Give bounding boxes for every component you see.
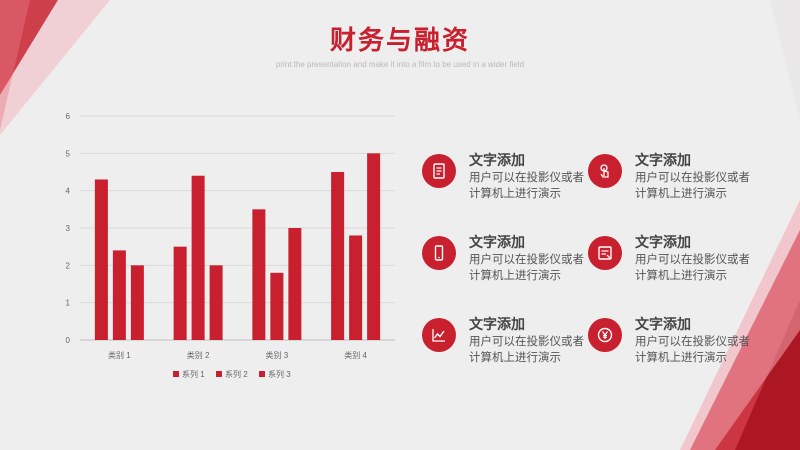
yen-coin-icon xyxy=(588,318,622,352)
y-tick-label: 5 xyxy=(66,149,71,158)
mobile-icon xyxy=(422,236,456,270)
legend-label: 系列 3 xyxy=(268,369,291,379)
feature-description: 用户可以在投影仪或者计算机上进行演示 xyxy=(635,334,750,364)
feature-item-4: 文字添加 用户可以在投影仪或者计算机上进行演示 xyxy=(588,232,758,292)
x-tick-label: 类别 3 xyxy=(266,350,289,360)
feature-item-5: 文字添加 用户可以在投影仪或者计算机上进行演示 xyxy=(422,314,592,374)
bar-chart: 0 1 2 3 4 5 6 类别 1 类别 2 类别 3 类别 4 系列 1 系列 2 系列 3 xyxy=(66,112,395,379)
legend-swatch xyxy=(173,371,179,377)
legend-swatch xyxy=(259,371,265,377)
y-tick-label: 2 xyxy=(66,261,71,270)
bar xyxy=(367,153,381,340)
x-tick-label: 类别 1 xyxy=(108,350,131,360)
feature-title: 文字添加 xyxy=(469,235,525,251)
feature-description: 用户可以在投影仪或者计算机上进行演示 xyxy=(635,252,750,282)
bar xyxy=(252,209,266,340)
y-tick-label: 1 xyxy=(66,299,71,308)
legend-label: 系列 2 xyxy=(225,369,248,379)
feature-description: 用户可以在投影仪或者计算机上进行演示 xyxy=(469,252,584,282)
y-tick-label: 6 xyxy=(66,112,71,121)
x-tick-label: 类别 4 xyxy=(344,350,367,360)
bar xyxy=(112,250,126,340)
feature-item-6: 文字添加 用户可以在投影仪或者计算机上进行演示 xyxy=(588,314,758,374)
line-chart-icon xyxy=(422,318,456,352)
touch-icon xyxy=(588,154,622,188)
feature-title: 文字添加 xyxy=(469,317,525,333)
y-tick-label: 0 xyxy=(66,336,71,345)
y-tick-label: 4 xyxy=(66,187,71,196)
page-subtitle: print the presentation and make it into … xyxy=(275,60,525,69)
x-tick-label: 类别 2 xyxy=(187,350,210,360)
bar xyxy=(130,265,144,340)
bar xyxy=(173,246,187,340)
bar xyxy=(288,228,302,340)
feature-description: 用户可以在投影仪或者计算机上进行演示 xyxy=(469,170,584,200)
feature-title: 文字添加 xyxy=(635,153,691,169)
report-icon xyxy=(588,236,622,270)
feature-title: 文字添加 xyxy=(635,235,691,251)
bar xyxy=(94,179,108,340)
bar xyxy=(331,172,345,340)
feature-item-1: 文字添加 用户可以在投影仪或者计算机上进行演示 xyxy=(422,150,592,210)
bar xyxy=(270,272,284,340)
feature-item-3: 文字添加 用户可以在投影仪或者计算机上进行演示 xyxy=(422,232,592,292)
feature-description: 用户可以在投影仪或者计算机上进行演示 xyxy=(469,334,584,364)
feature-title: 文字添加 xyxy=(635,317,691,333)
bar xyxy=(191,175,205,340)
page-title: 财务与融资 xyxy=(329,26,470,56)
feature-item-2: 文字添加 用户可以在投影仪或者计算机上进行演示 xyxy=(588,150,758,210)
y-tick-label: 3 xyxy=(66,224,71,233)
legend-label: 系列 1 xyxy=(182,369,205,379)
feature-description: 用户可以在投影仪或者计算机上进行演示 xyxy=(635,170,750,200)
feature-title: 文字添加 xyxy=(469,153,525,169)
bar xyxy=(349,235,363,340)
legend-swatch xyxy=(216,371,222,377)
bar xyxy=(209,265,223,340)
document-icon xyxy=(422,154,456,188)
